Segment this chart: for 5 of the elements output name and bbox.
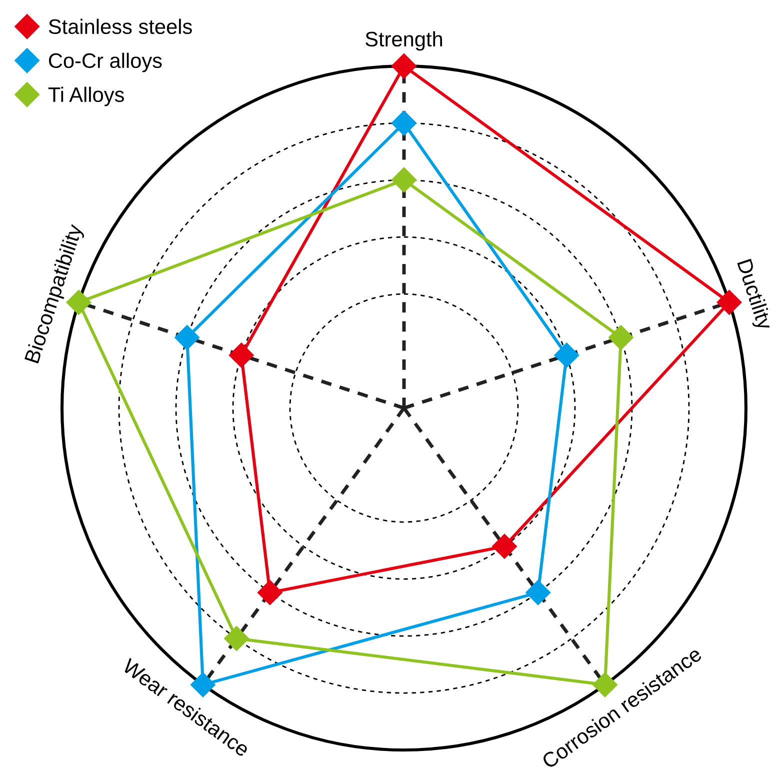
legend-label: Stainless steels bbox=[48, 18, 192, 34]
legend-label: Ti Alloys bbox=[48, 86, 124, 106]
legend-label: Co-Cr alloys bbox=[48, 52, 162, 72]
spoke-label: Ductility bbox=[733, 258, 774, 332]
spoke-label: Strength bbox=[366, 31, 442, 51]
